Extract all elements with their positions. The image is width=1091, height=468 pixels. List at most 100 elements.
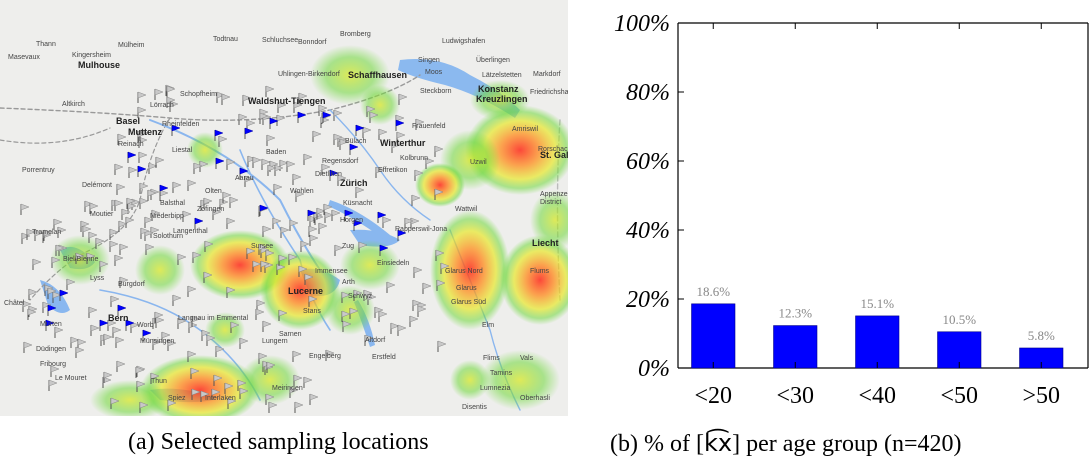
grey-flag-icon: [47, 287, 57, 299]
grey-flag-icon: [414, 169, 424, 181]
map-place-label: District: [540, 199, 561, 206]
grey-flag-icon: [54, 326, 64, 338]
grey-flag-icon: [226, 158, 236, 170]
map-place-label: Burgdorf: [118, 281, 145, 288]
grey-flag-icon: [188, 321, 198, 333]
grey-flag-icon: [103, 371, 113, 383]
place-labels: Thann Kingersheim Mülheim Todtnau Schluchsee…: [4, 31, 568, 411]
grey-flag-icon: [155, 316, 165, 328]
grey-flag-icon: [374, 306, 384, 318]
grey-flag-icon: [140, 227, 150, 239]
map-place-label: Mulhouse: [78, 60, 120, 70]
grey-flag-icon: [358, 241, 368, 253]
map-place-label: Schaffhausen: [348, 70, 407, 80]
grey-flag-icon: [265, 249, 275, 261]
blue-flag-icon: [127, 151, 137, 163]
grey-flag-icon: [396, 131, 406, 143]
grey-flag-icon: [303, 153, 313, 165]
map-place-label: Reinach: [118, 141, 144, 148]
map-place-label: Horgen: [340, 217, 363, 224]
grey-flag-icon: [20, 203, 30, 215]
bar: [937, 331, 982, 369]
blue-flag-icon: [397, 229, 407, 241]
map-place-label: Singen: [418, 57, 440, 64]
grey-flag-icon: [218, 135, 228, 147]
grey-flag-icon: [321, 163, 331, 175]
grey-flag-icon: [172, 181, 182, 193]
grey-flag-icon: [277, 101, 287, 113]
map-place-label: Erstfeld: [372, 354, 396, 361]
grey-flag-icon: [224, 382, 234, 394]
grey-flag-icon: [203, 271, 213, 283]
map-place-label: Tamins: [490, 370, 513, 377]
map-place-label: Altdorf: [365, 337, 385, 344]
grey-flag-icon: [292, 350, 302, 362]
blue-flag-icon: [125, 319, 135, 331]
grey-flag-icon: [413, 266, 423, 278]
y-tick-label: 20%: [626, 287, 670, 313]
map-place-label: Bonndorf: [298, 39, 326, 46]
grey-flag-icon: [117, 133, 127, 145]
grey-flag-icon: [318, 104, 328, 116]
grey-flag-icon: [169, 100, 179, 112]
grey-flag-icon: [437, 340, 447, 352]
grey-flag-icon: [102, 376, 112, 388]
map-place-label: Zofingen: [197, 206, 224, 213]
map-place-label: Moutier: [90, 211, 114, 218]
grey-flag-icon: [409, 315, 419, 327]
chart-caption-prefix: (b) % of [: [610, 431, 704, 457]
map-place-label: Küsnacht: [343, 200, 372, 207]
grey-flag-icon: [289, 386, 299, 398]
grey-flag-icon: [115, 336, 125, 348]
grey-flag-icon: [268, 401, 278, 413]
grey-flag-icon: [272, 217, 282, 229]
map-place-label: Lumnezia: [480, 385, 510, 392]
map-place-label: Muttenz: [128, 127, 162, 137]
grey-flag-icon: [139, 182, 149, 194]
map-place-label: Zug: [342, 243, 354, 250]
map-place-label: Dietlikon: [315, 171, 342, 178]
map-place-label: Regensdorf: [322, 158, 358, 165]
grey-flag-icon: [367, 293, 377, 305]
grey-flag-icon: [182, 210, 192, 222]
grey-flag-icon: [216, 91, 226, 103]
grey-flag-icon: [151, 209, 161, 221]
grey-flag-icon: [293, 101, 303, 113]
grey-flag-icon: [397, 324, 407, 336]
grey-flag-icon: [22, 300, 32, 312]
map-place-label: Altkirch: [62, 101, 85, 108]
map-place-label: Schwyz: [348, 293, 373, 300]
grey-flag-icon: [89, 202, 99, 214]
grey-flag-icon: [114, 254, 124, 266]
map-place-label: Oberhasli: [520, 395, 550, 402]
map-place-label: Uhlingen-Birkendorf: [278, 71, 340, 78]
bar-value-label: 12.3%: [778, 306, 812, 321]
grey-flag-icon: [369, 111, 379, 123]
grey-flag-icon: [434, 145, 444, 157]
bar-chart: 0% 20% 40% 60% 80% 100% 18.6% 12.3% 15.1% 10.5% 5…: [614, 11, 1089, 409]
bar: [773, 325, 818, 369]
grey-flag-icon: [434, 188, 444, 200]
grey-flag-icon: [154, 88, 164, 100]
grey-flag-icon: [70, 336, 80, 348]
sampling-flags: [20, 84, 450, 413]
map-place-label: Sarnen: [279, 331, 302, 338]
map-place-label: Disentis: [462, 404, 487, 411]
grey-flag-icon: [391, 141, 401, 153]
grey-flag-icon: [294, 401, 304, 413]
grey-flag-icon: [138, 151, 148, 163]
grey-flag-icon: [303, 376, 313, 388]
map-place-label: Interlaken: [205, 395, 236, 402]
grey-flag-icon: [265, 393, 275, 405]
grey-flag-icon: [201, 329, 211, 341]
map-place-label: Wohlen: [290, 188, 314, 195]
blue-flag-icon: [142, 329, 152, 341]
grey-flag-icon: [309, 393, 319, 405]
grey-flag-icon: [247, 155, 257, 167]
map-place-label: Appenzell: [540, 191, 568, 198]
blue-flag-icon: [137, 165, 147, 177]
grey-flag-icon: [425, 157, 435, 169]
map-place-label: Steckborn: [420, 88, 452, 95]
grey-flag-icon: [258, 352, 268, 364]
grey-flag-icon: [88, 231, 98, 243]
